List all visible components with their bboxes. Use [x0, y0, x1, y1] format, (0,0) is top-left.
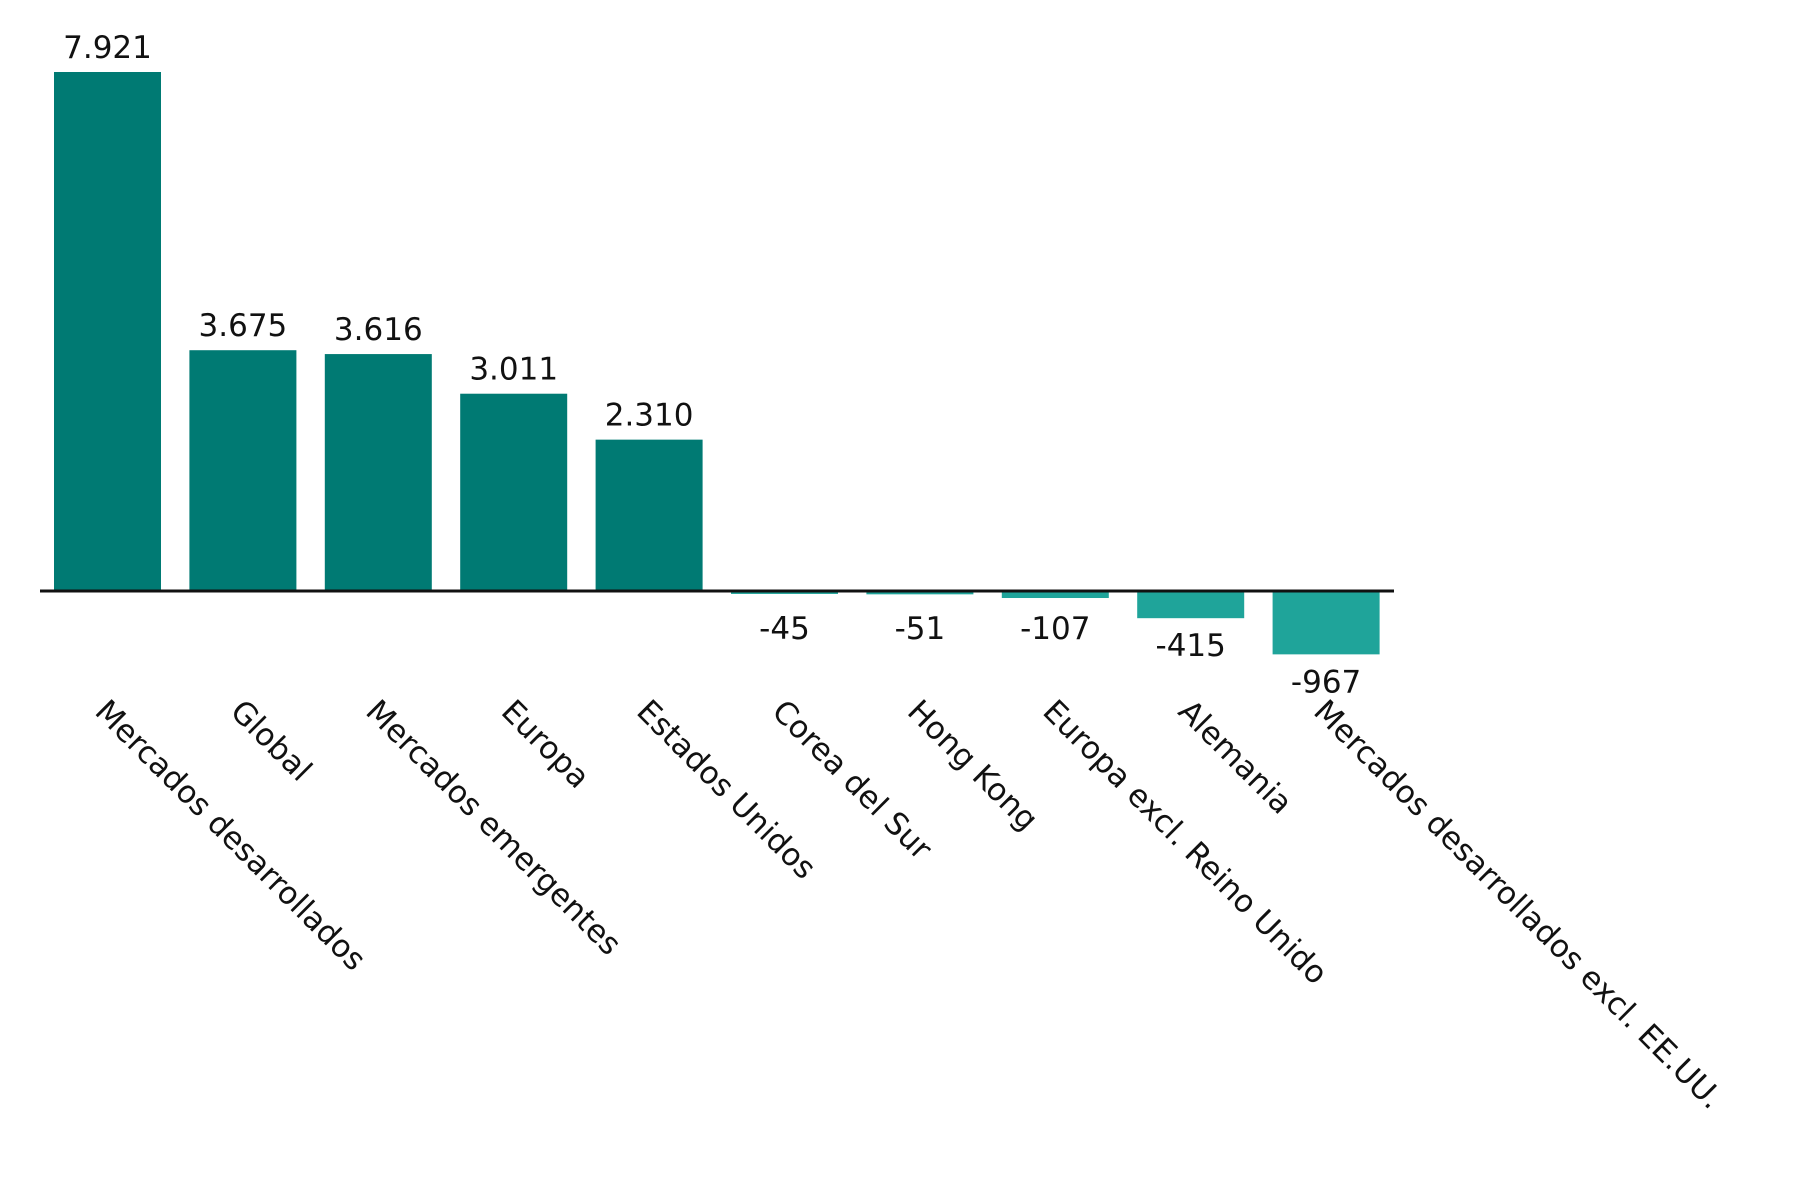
- value-label: 3.616: [334, 312, 423, 348]
- bar: [1001, 591, 1109, 599]
- bar: [54, 72, 161, 591]
- x-tick-label: Global: [223, 693, 318, 788]
- x-tick-label: Mercados desarrollados: [88, 693, 373, 978]
- value-label: -45: [759, 611, 810, 647]
- bar: [1272, 591, 1380, 655]
- bar: [866, 591, 974, 595]
- bar: [1137, 591, 1245, 619]
- value-label: -51: [895, 611, 946, 647]
- bar: [460, 393, 568, 591]
- value-label: 3.675: [199, 308, 288, 344]
- bar: [189, 350, 297, 591]
- value-label: 3.011: [469, 352, 558, 388]
- x-tick-label: Europa: [494, 693, 596, 795]
- x-tick-label: Mercados emergentes: [359, 693, 628, 962]
- x-tick-label: Hong Kong: [900, 693, 1045, 838]
- x-tick-label: Mercados desarrollados excl. EE.UU.: [1306, 693, 1729, 1116]
- bar: [595, 439, 703, 591]
- x-tick-label: Alemania: [1171, 693, 1299, 821]
- x-tick-label: Europa excl. Reino Unido: [1036, 693, 1335, 992]
- value-label: -415: [1156, 628, 1226, 664]
- value-label: -107: [1020, 611, 1090, 647]
- value-label: 2.310: [605, 398, 694, 434]
- value-label: 7.921: [63, 30, 152, 66]
- bar: [324, 354, 432, 591]
- value-label: -967: [1291, 664, 1361, 700]
